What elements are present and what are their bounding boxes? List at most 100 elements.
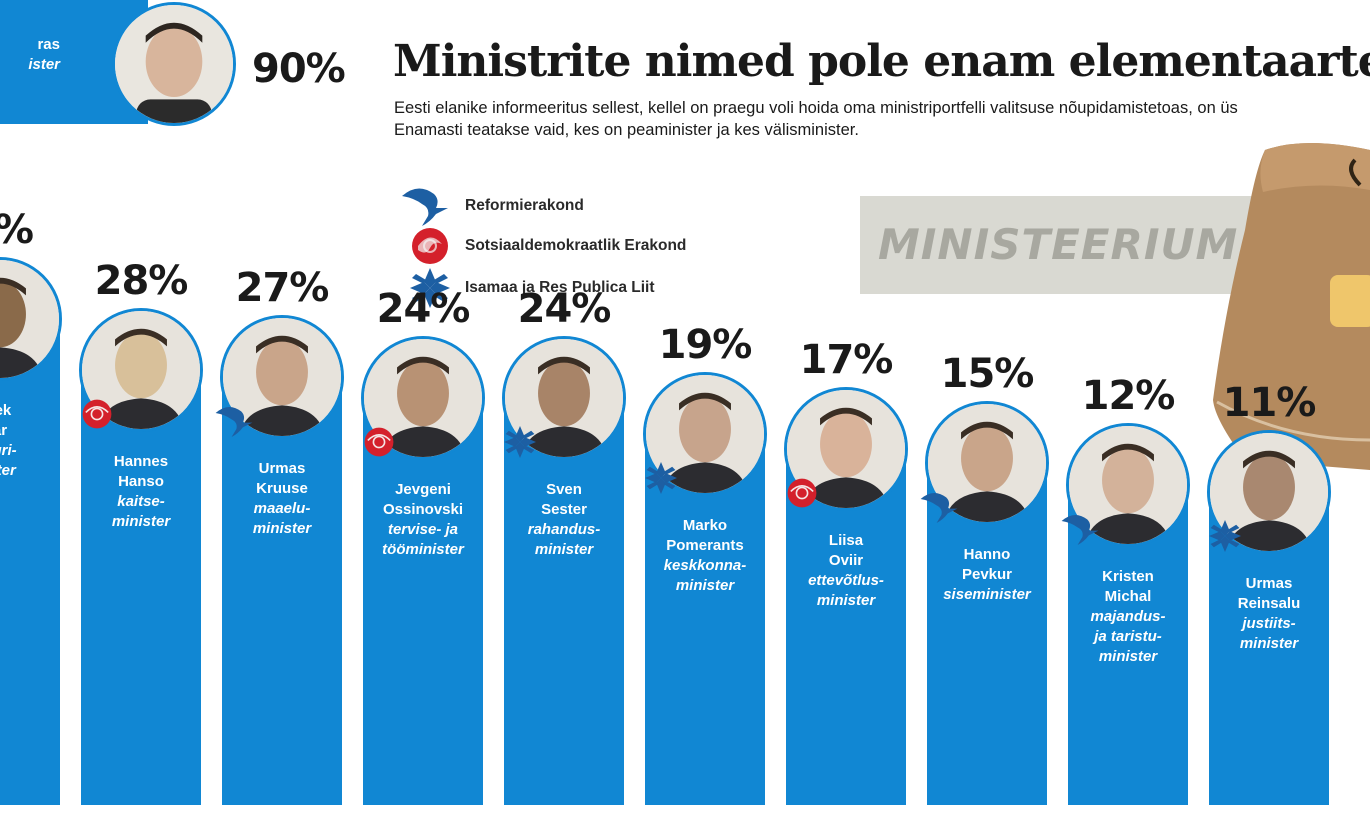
party-badge-9 (1060, 509, 1108, 549)
legend-label-sde: Sotsiaaldemokraatlik Erakond (465, 237, 687, 254)
cross-icon (1209, 520, 1241, 552)
cross-icon (400, 268, 460, 308)
party-badge-4 (355, 422, 403, 462)
minister-photo-5 (502, 336, 626, 461)
minister-role: keskkonna- (663, 557, 747, 575)
value-label-9: 12% (1081, 372, 1176, 419)
minister-role: kaitse- (117, 492, 165, 510)
minister-label-6: Marko Pomerants keskkonna-minister (645, 516, 765, 596)
bar-1 (0, 319, 60, 805)
value-label-2: 28% (94, 257, 189, 304)
rose-icon (364, 427, 394, 457)
minister-photo-9 (1066, 422, 1190, 547)
portrait-icon (505, 339, 623, 458)
minister-name: Pomerants (666, 537, 744, 555)
bird-icon (400, 186, 460, 226)
legend-label-irl: Isamaa ja Res Publica Liit (465, 279, 655, 296)
minister-name: Kristen (1102, 567, 1154, 585)
bird-icon (920, 493, 958, 524)
minister-label-2: Hannes Hanso kaitse-minister (81, 452, 201, 532)
top-minister-label: ras ister (0, 35, 60, 75)
value-label-4: 24% (376, 286, 471, 333)
legend-item-reform: Reformierakond (400, 186, 584, 226)
minister-role: ja taristu- (1094, 627, 1162, 645)
rose-icon (400, 226, 460, 266)
value-label-3: 27% (235, 264, 330, 311)
minister-label-9: Kristen Michal majandus-ja taristu-ministe… (1068, 567, 1188, 667)
value-label-5: 24% (517, 286, 612, 333)
minister-name: Hannes (113, 452, 169, 470)
bird-icon (215, 406, 253, 437)
legend-label-reform: Reformierakond (465, 197, 584, 214)
value-label-1: 5% (0, 207, 80, 253)
minister-photo-6 (643, 372, 767, 497)
minister-name: Urmas (1245, 575, 1293, 592)
value-label-8: 15% (940, 351, 1035, 398)
bar-2 (81, 369, 201, 805)
party-badge-7 (778, 473, 826, 513)
party-badge-5 (496, 422, 544, 462)
minister-role: tööminister (382, 541, 464, 559)
minister-role: minister (534, 541, 594, 559)
chart-subtitle: Eesti elanike informeeritus sellest, kel… (394, 97, 1238, 141)
minister-photo-7 (784, 386, 908, 511)
bar-6 (645, 434, 765, 805)
minister-role: ister (0, 462, 16, 480)
rose-icon (82, 399, 112, 428)
minister-photo-2 (79, 307, 203, 432)
minister-label-5: Sven Sester rahandus-minister (504, 480, 624, 560)
minister-role: minister (675, 577, 735, 595)
party-badge-8 (919, 487, 967, 527)
minister-name: Liisa (828, 531, 864, 549)
minister-role: siseminister (943, 586, 1031, 604)
minister-name: Kruuse (256, 479, 308, 497)
minister-role: minister (252, 519, 312, 537)
value-label-6: 19% (658, 322, 753, 369)
top-minister-role: ister (28, 56, 60, 73)
minister-name: Marko (682, 517, 728, 535)
minister-role: justiits- (1242, 615, 1296, 632)
minister-name: Sester (541, 501, 587, 519)
party-badge-10 (1201, 516, 1249, 556)
party-badge-2 (73, 394, 121, 434)
minister-name: Michal (1104, 587, 1152, 605)
minister-photo-1 (0, 257, 62, 382)
value-label-7: 17% (799, 336, 894, 383)
minister-role: maaelu- (253, 499, 311, 517)
value-label-10: 11% (1222, 380, 1317, 426)
cross-icon (645, 462, 677, 495)
minister-role: minister (1239, 635, 1299, 652)
minister-name: Pevkur (961, 566, 1013, 584)
minister-name: Ossinovski (382, 501, 464, 519)
subtitle-line-2: Enamasti teatakse vaid, kes on peaminist… (394, 121, 859, 139)
minister-name: Hanso (118, 472, 164, 490)
minister-role: ettevõtlus- (808, 571, 884, 589)
party-badge-6 (637, 458, 685, 498)
minister-role: minister (1098, 647, 1158, 665)
briefcase-illustration (1213, 143, 1370, 470)
minister-role: minister (111, 512, 171, 530)
minister-label-8: Hanno Pevkur siseminister (927, 545, 1047, 605)
minister-label-1: rek ar uuri-ister (0, 401, 60, 481)
minister-name: Reinsalu (1237, 595, 1301, 612)
top-minister-name: ras (37, 36, 60, 53)
minister-name: ar (0, 422, 8, 440)
minister-name: rek (0, 402, 12, 420)
top-minister-photo (112, 2, 236, 126)
minister-name: Hanno (963, 546, 1011, 564)
bird-icon (1061, 514, 1099, 545)
minister-label-10: Urmas Reinsalu justiits-minister (1209, 574, 1329, 654)
portrait-icon (787, 389, 905, 508)
minister-role: uuri- (0, 442, 17, 460)
rose-icon (787, 478, 817, 508)
minister-label-4: Jevgeni Ossinovski tervise- ja tööminister (363, 480, 483, 560)
bar-5 (504, 398, 624, 805)
minister-name: Urmas (258, 459, 306, 477)
ministry-sign-text: MINISTEERIUM (878, 220, 1239, 269)
minister-role: tervise- ja (387, 521, 459, 539)
legend-item-sde: Sotsiaaldemokraatlik Erakond (400, 226, 686, 266)
minister-name: Sven (546, 481, 582, 499)
portrait-icon (0, 260, 59, 379)
portrait-icon (646, 375, 764, 494)
